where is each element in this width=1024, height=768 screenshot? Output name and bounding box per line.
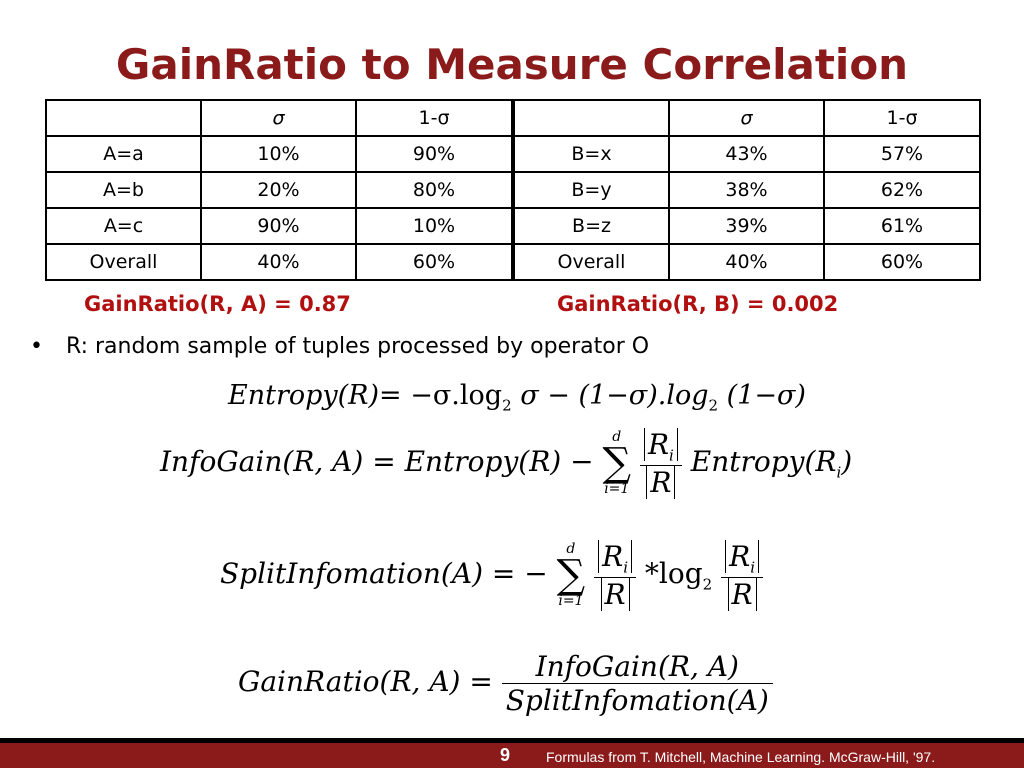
- fraction: Ri R: [594, 540, 636, 611]
- formula-subscript: i: [836, 463, 842, 482]
- table-cell: 61%: [823, 207, 981, 245]
- bullet-text: R: random sample of tuples processed by …: [66, 334, 650, 359]
- table-row: B=z 39% 61%: [513, 207, 981, 245]
- bullet-item: • R: random sample of tuples processed by…: [30, 334, 649, 359]
- infogain-formula: InfoGain(R, A) = Entropy(R) − d ∑ i=1 Ri…: [160, 428, 852, 499]
- formula-text: R: [646, 465, 676, 499]
- page-number: 9: [500, 745, 511, 765]
- table-cell: 40%: [200, 243, 357, 281]
- fraction: InfoGain(R, A) SplitInfomation(A): [501, 650, 773, 717]
- formula-text: R: [600, 577, 630, 611]
- table-cell: 43%: [668, 135, 825, 173]
- formula-subscript: 2: [708, 396, 719, 415]
- table-cell: A=a: [45, 135, 202, 173]
- formula-text: R: [602, 540, 624, 573]
- sigma-symbol: ∑: [556, 552, 586, 599]
- entropy-formula: Entropy(R)= −σ.log2 σ − (1−σ).log2 (1−σ): [228, 380, 806, 414]
- formula-text: *log: [644, 556, 703, 590]
- table-cell: σ: [200, 99, 357, 137]
- table-cell: A=b: [45, 171, 202, 209]
- formula-subscript: i: [750, 558, 756, 577]
- gainratio-a-result: GainRatio(R, A) = 0.87: [84, 292, 351, 316]
- formula-text: ): [841, 444, 853, 478]
- table-cell: 39%: [668, 207, 825, 245]
- table-row: A=b 20% 80%: [45, 171, 513, 209]
- table-cell: σ: [668, 99, 825, 137]
- sum-lower-limit: i=1: [604, 481, 630, 498]
- sigma-symbol: ∑: [602, 440, 632, 487]
- formula-subscript: i: [669, 446, 674, 465]
- fraction: Ri R: [639, 428, 682, 499]
- table-cell: Overall: [513, 243, 670, 281]
- footer-credit: Formulas from T. Mitchell, Machine Learn…: [546, 749, 936, 765]
- formula-text: GainRatio(R, A) =: [238, 665, 493, 698]
- table-header-row: σ 1-σ: [513, 99, 981, 137]
- footer-bar: [0, 738, 1024, 768]
- table-cell: B=y: [513, 171, 670, 209]
- formula-text: Entropy(R): [228, 380, 380, 411]
- table-cell: 20%: [200, 171, 357, 209]
- table-cell: 80%: [355, 171, 513, 209]
- formula-text: Entropy(R: [690, 444, 837, 478]
- table-cell: 60%: [823, 243, 981, 281]
- formula-text: (1−σ): [726, 380, 806, 411]
- table-cell: 60%: [355, 243, 513, 281]
- table-cell: 10%: [200, 135, 357, 173]
- summation: d ∑ i=1: [557, 542, 586, 608]
- fraction: Ri R: [721, 540, 764, 611]
- table-cell: [513, 99, 670, 137]
- table-row: Overall 40% 60%: [45, 243, 513, 281]
- formula-text: SplitInfomation(A) = −: [220, 556, 548, 590]
- table-cell: 1-σ: [355, 99, 513, 137]
- sum-lower-limit: i=1: [558, 593, 584, 610]
- table-cell: 40%: [668, 243, 825, 281]
- table-cell: B=z: [513, 207, 670, 245]
- table-cell: 57%: [823, 135, 981, 173]
- formula-text: = −σ.log: [379, 380, 503, 411]
- formula-subscript: i: [623, 558, 628, 577]
- table-cell: 90%: [200, 207, 357, 245]
- sigma-table-a: σ 1-σ A=a 10% 90% A=b 20% 80% A=c 90% 10…: [45, 99, 513, 281]
- formula-text: R: [647, 428, 670, 461]
- table-cell: Overall: [45, 243, 202, 281]
- bullet-dot-icon: •: [30, 334, 43, 359]
- table-cell: 10%: [355, 207, 513, 245]
- table-cell: 1-σ: [823, 99, 981, 137]
- slide-title: GainRatio to Measure Correlation: [115, 40, 909, 89]
- sigma-table-b: σ 1-σ B=x 43% 57% B=y 38% 62% B=z 39% 61…: [513, 99, 981, 281]
- table-cell: 62%: [823, 171, 981, 209]
- sum-upper-limit: d: [612, 429, 622, 446]
- gainratio-formula: GainRatio(R, A) = InfoGain(R, A) SplitIn…: [238, 650, 773, 717]
- formula-subscript: 2: [702, 575, 713, 594]
- formula-text: R: [729, 540, 751, 573]
- formula-text: σ − (1−σ).log: [520, 380, 709, 411]
- table-cell: [45, 99, 202, 137]
- splitinfo-formula: SplitInfomation(A) = − d ∑ i=1 Ri R *log…: [220, 540, 764, 611]
- sum-upper-limit: d: [566, 541, 576, 558]
- formula-subscript: 2: [502, 396, 512, 415]
- table-cell: B=x: [513, 135, 670, 173]
- formula-denominator: SplitInfomation(A): [505, 684, 769, 717]
- table-row: B=x 43% 57%: [513, 135, 981, 173]
- table-row: Overall 40% 60%: [513, 243, 981, 281]
- gainratio-b-result: GainRatio(R, B) = 0.002: [557, 292, 839, 316]
- formula-numerator: InfoGain(R, A): [501, 650, 773, 684]
- table-row: A=c 90% 10%: [45, 207, 513, 245]
- table-cell: 38%: [668, 171, 825, 209]
- table-header-row: σ 1-σ: [45, 99, 513, 137]
- table-cell: 90%: [355, 135, 513, 173]
- formula-text: InfoGain(R, A) = Entropy(R) −: [160, 444, 594, 478]
- summation: d ∑ i=1: [602, 430, 631, 496]
- footer-divider: [0, 738, 1024, 743]
- table-cell: A=c: [45, 207, 202, 245]
- table-row: A=a 10% 90%: [45, 135, 513, 173]
- formula-text: R: [727, 577, 757, 611]
- table-row: B=y 38% 62%: [513, 171, 981, 209]
